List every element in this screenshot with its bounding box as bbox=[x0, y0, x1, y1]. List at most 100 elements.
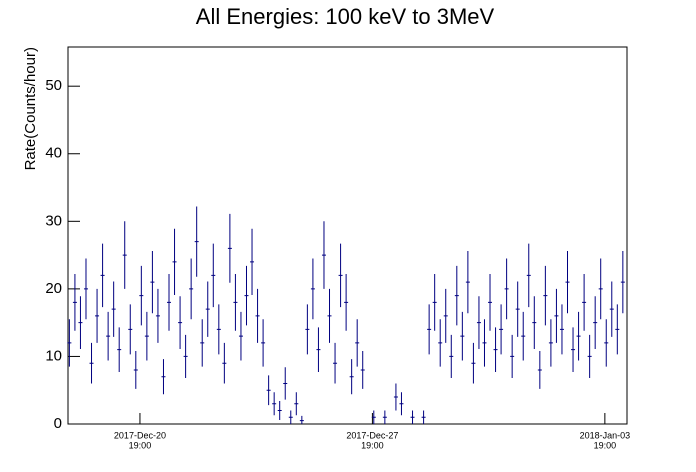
error-bar-point bbox=[488, 274, 493, 331]
error-bar-point bbox=[554, 288, 559, 343]
error-bar-point bbox=[399, 392, 404, 416]
y-tick-label: 10 bbox=[45, 347, 62, 364]
error-bar-point bbox=[493, 327, 498, 372]
error-bar-point bbox=[571, 327, 576, 372]
chart-title: All Energies: 100 keV to 3MeV bbox=[196, 4, 495, 29]
error-bar-point bbox=[255, 288, 260, 343]
error-bar-point bbox=[587, 334, 592, 379]
error-bar-point bbox=[216, 304, 221, 355]
y-tick-label: 50 bbox=[45, 77, 62, 94]
error-bar-point bbox=[167, 274, 172, 331]
error-bar-point bbox=[227, 213, 232, 283]
error-bar-point bbox=[609, 281, 614, 337]
error-bar-point bbox=[620, 251, 625, 314]
error-bar-point bbox=[133, 351, 138, 389]
error-bar-point bbox=[355, 319, 360, 367]
error-bar-point bbox=[211, 243, 216, 308]
error-bar-point bbox=[615, 304, 620, 355]
error-bar-point bbox=[272, 392, 277, 416]
error-bar-point bbox=[515, 281, 520, 337]
error-bar-point bbox=[559, 304, 564, 355]
error-bar-point bbox=[106, 311, 111, 361]
error-bar-point bbox=[349, 359, 354, 395]
y-axis-label: Rate(Counts/hour) bbox=[22, 47, 39, 170]
error-bar-point bbox=[299, 415, 304, 424]
error-bar-point bbox=[83, 258, 88, 320]
error-bar-point bbox=[543, 265, 548, 326]
error-bar-point bbox=[449, 334, 454, 379]
y-tick-label: 20 bbox=[45, 280, 62, 297]
error-bar-point bbox=[360, 351, 365, 389]
error-bar-point bbox=[72, 274, 77, 331]
error-bar-point bbox=[438, 319, 443, 367]
error-bar-point bbox=[95, 288, 100, 343]
error-bar-point bbox=[504, 258, 509, 320]
error-bar-point bbox=[460, 311, 465, 361]
error-bar-point bbox=[233, 274, 238, 331]
error-bar-point bbox=[261, 319, 266, 367]
error-bar-point bbox=[266, 375, 271, 406]
error-bar-point bbox=[393, 383, 398, 411]
y-tick-label: 0 bbox=[54, 415, 62, 432]
error-bar-point bbox=[454, 265, 459, 326]
error-bar-point bbox=[150, 251, 155, 314]
error-bar-point bbox=[604, 319, 609, 367]
error-bar-point bbox=[155, 288, 160, 343]
error-bar-point bbox=[338, 243, 343, 308]
error-bar-point bbox=[305, 304, 310, 355]
error-bar-point bbox=[327, 288, 332, 343]
error-bar-point bbox=[421, 410, 426, 424]
error-bar-point bbox=[139, 265, 144, 326]
error-bar-point bbox=[321, 221, 326, 289]
error-bar-point bbox=[294, 392, 299, 416]
x-tick-label: 2017-Dec-20 bbox=[114, 430, 166, 440]
error-bar-point bbox=[122, 221, 127, 289]
error-bar-point bbox=[443, 288, 448, 343]
error-bar-point bbox=[100, 243, 105, 308]
error-bar-point bbox=[128, 304, 133, 355]
error-bar-point bbox=[565, 251, 570, 314]
error-bar-point bbox=[593, 296, 598, 350]
x-tick-label: 19:00 bbox=[594, 440, 617, 450]
x-tick-label: 19:00 bbox=[129, 440, 152, 450]
x-tick-label: 19:00 bbox=[361, 440, 384, 450]
error-bar-point bbox=[277, 401, 282, 420]
error-bar-point bbox=[471, 342, 476, 384]
error-bar-point bbox=[161, 359, 166, 395]
error-bar-point bbox=[598, 258, 603, 320]
y-tick-label: 40 bbox=[45, 145, 62, 162]
error-bar-point bbox=[250, 228, 255, 295]
error-bar-point bbox=[205, 281, 210, 337]
error-bar-point bbox=[172, 228, 177, 295]
error-bar-point bbox=[78, 296, 83, 350]
plot-frame bbox=[67, 46, 628, 425]
error-bar-point bbox=[548, 319, 553, 367]
error-bar-point bbox=[582, 274, 587, 331]
error-bar-point bbox=[178, 296, 183, 350]
error-bar-point bbox=[310, 258, 315, 320]
error-bar-point bbox=[427, 304, 432, 355]
error-bar-point bbox=[89, 342, 94, 384]
x-tick-label: 2018-Jan-03 bbox=[580, 430, 631, 440]
error-bar-point bbox=[576, 311, 581, 361]
error-bar-point bbox=[537, 351, 542, 389]
error-bar-point bbox=[111, 281, 116, 337]
error-bar-point bbox=[244, 265, 249, 326]
error-bar-point bbox=[333, 342, 338, 384]
error-bar-point bbox=[117, 327, 122, 372]
error-bar-point bbox=[67, 319, 72, 367]
error-bar-point bbox=[410, 410, 415, 424]
error-bar-point bbox=[382, 410, 387, 424]
error-bar-point bbox=[344, 274, 349, 331]
error-bar-point bbox=[432, 274, 437, 331]
error-bar-point bbox=[371, 410, 376, 424]
error-bar-point bbox=[482, 319, 487, 367]
error-bar-point bbox=[499, 304, 504, 355]
error-bar-point bbox=[288, 410, 293, 424]
error-bar-point bbox=[283, 367, 288, 400]
error-bar-point bbox=[521, 311, 526, 361]
error-bar-point bbox=[526, 243, 531, 308]
error-bar-point bbox=[194, 206, 199, 277]
